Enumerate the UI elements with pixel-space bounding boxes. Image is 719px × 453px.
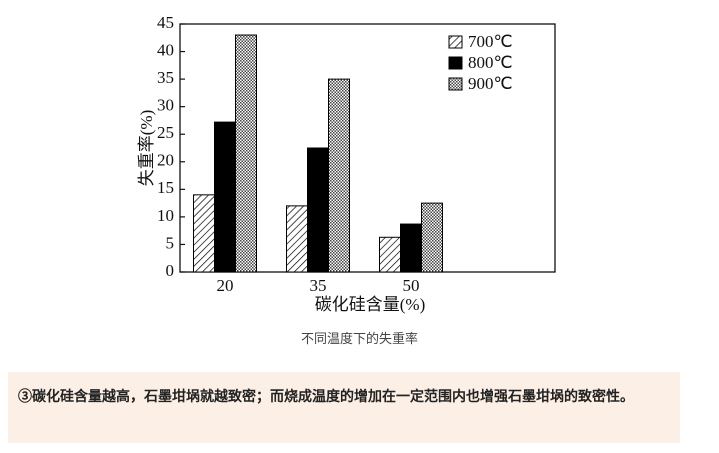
x-tick-label: 20	[217, 276, 234, 295]
y-tick-label: 35	[157, 68, 174, 87]
note-text: ③碳化硅含量越高，石墨坩埚就越致密；而烧成温度的增加在一定范围内也增强石墨坩埚的…	[18, 388, 634, 404]
bar	[286, 205, 308, 273]
y-tick-label: 20	[157, 151, 174, 170]
bar	[421, 202, 443, 273]
plot-frame	[179, 23, 556, 273]
y-tick-label: 40	[157, 40, 174, 59]
y-tick-label: 15	[157, 178, 174, 197]
y-axis-label: 失重率(%)	[137, 110, 156, 186]
x-tick-label: 50	[403, 276, 420, 295]
bar	[193, 194, 215, 273]
y-tick-label: 45	[157, 13, 174, 32]
chart: 失重率(%) 碳化硅含量(%) 0 5 10 15 20 25 30 35 40 45 20 35 50…	[137, 13, 556, 314]
legend-label: 700℃	[468, 32, 513, 51]
bar	[328, 78, 350, 273]
y-tick-label: 5	[166, 233, 175, 252]
legend-swatch	[448, 56, 463, 70]
legend-label: 900℃	[468, 74, 513, 93]
bar	[379, 236, 401, 273]
x-tick-label: 35	[310, 276, 327, 295]
y-tick-label: 0	[166, 261, 175, 280]
bar	[307, 147, 329, 273]
note-box: ③碳化硅含量越高，石墨坩埚就越致密；而烧成温度的增加在一定范围内也增强石墨坩埚的…	[8, 372, 680, 443]
legend-swatch	[448, 77, 463, 91]
caption: 不同温度下的失重率	[300, 331, 418, 346]
bar	[400, 223, 422, 273]
legend-label: 800℃	[468, 53, 513, 72]
y-tick-label: 25	[157, 123, 174, 142]
y-tick-label: 10	[157, 206, 174, 225]
x-axis-label: 碳化硅含量(%)	[315, 295, 425, 314]
y-tick-label: 30	[157, 96, 174, 115]
bar	[235, 34, 257, 273]
bar	[214, 121, 236, 273]
legend-swatch	[448, 35, 463, 49]
